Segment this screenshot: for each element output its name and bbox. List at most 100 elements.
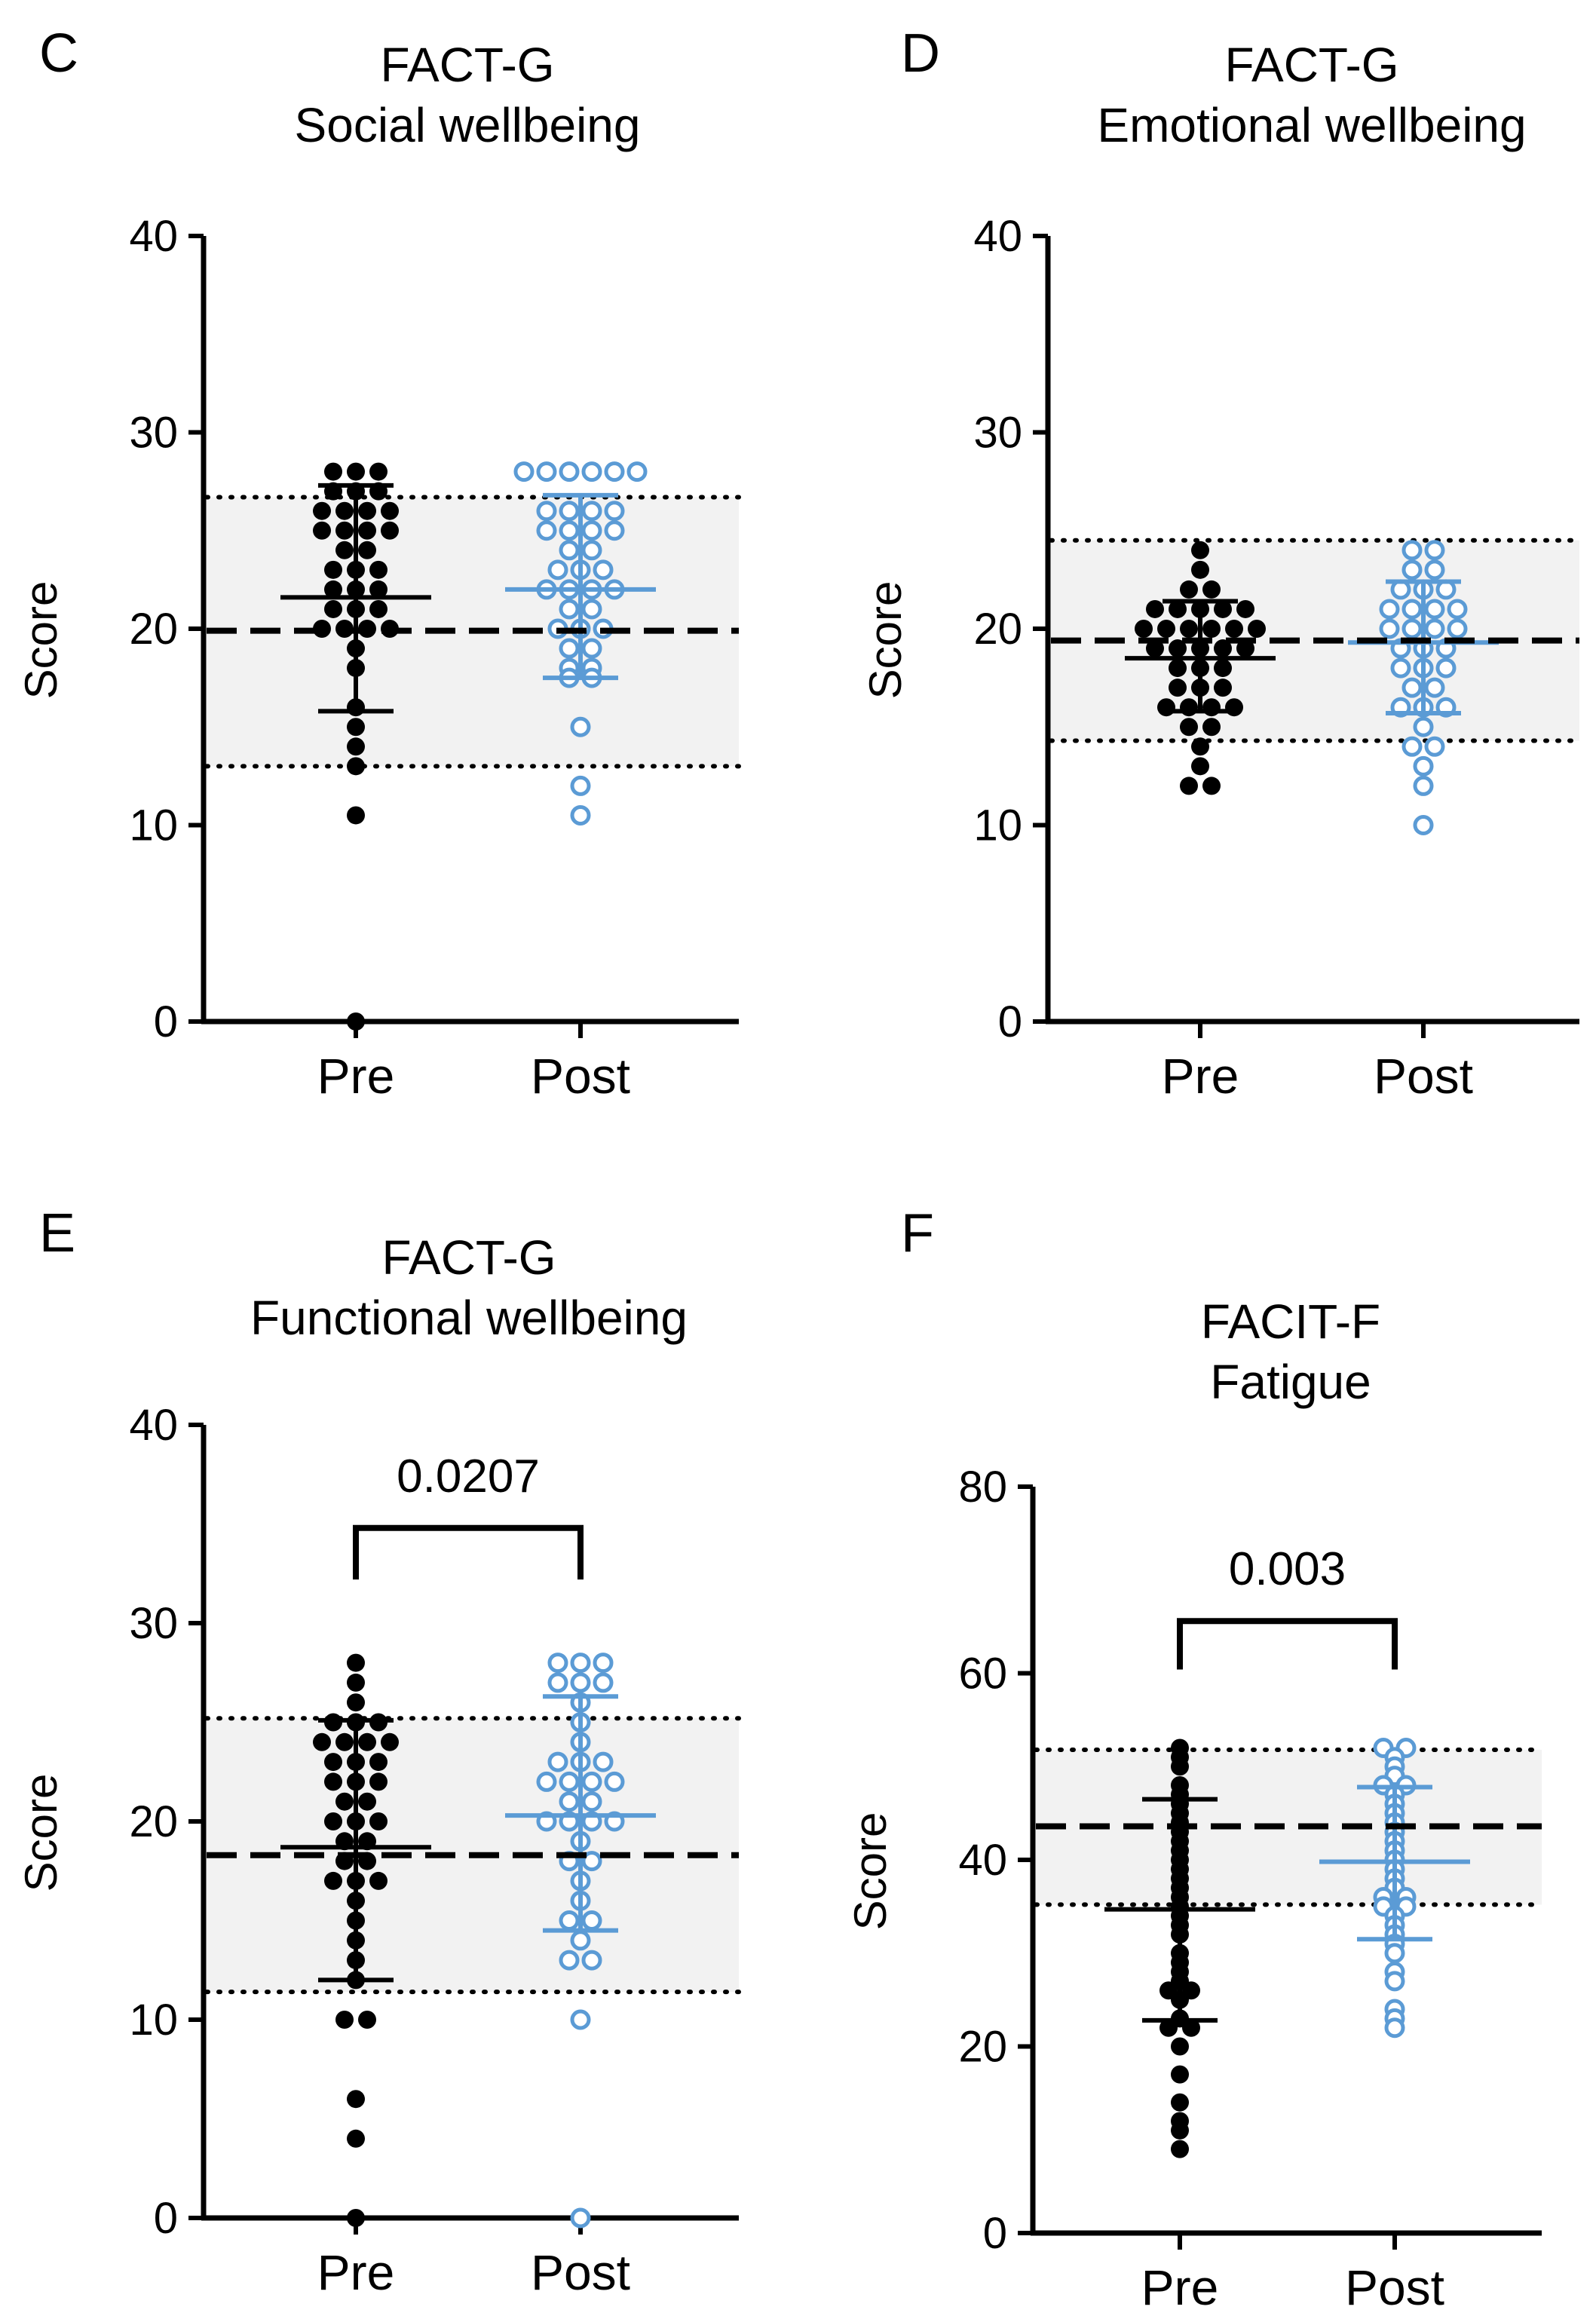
- y-tick-label: 0: [154, 2194, 178, 2243]
- pre-data-point: [1171, 2037, 1189, 2056]
- post-data-point: [581, 1771, 602, 1792]
- pre-data-point: [1202, 620, 1221, 638]
- pre-data-point: [1171, 2121, 1189, 2140]
- pre-data-point: [381, 1732, 399, 1751]
- pre-data-point: [1202, 718, 1221, 737]
- pre-data-point: [324, 1753, 342, 1772]
- x-category-label: Pre: [317, 1048, 395, 1104]
- pre-data-point: [1146, 639, 1164, 658]
- y-tick-label: 40: [958, 1836, 1007, 1885]
- y-tick-label: 0: [983, 2209, 1007, 2258]
- y-tick-label: 20: [958, 2023, 1007, 2072]
- post-data-point: [626, 461, 648, 482]
- y-tick-label: 20: [129, 605, 178, 654]
- post-data-point: [1424, 618, 1445, 639]
- post-data-point: [547, 1751, 568, 1772]
- y-tick-label: 40: [129, 212, 178, 261]
- post-data-point: [1424, 736, 1445, 757]
- pre-data-point: [335, 521, 354, 540]
- post-data-point: [559, 599, 580, 620]
- post-data-point: [1424, 559, 1445, 580]
- pre-data-point: [369, 580, 388, 599]
- pre-data-point: [347, 806, 365, 825]
- post-data-point: [1401, 736, 1423, 757]
- y-tick-label: 0: [154, 997, 178, 1046]
- pre-data-point: [1169, 599, 1187, 618]
- pre-data-point: [1236, 639, 1254, 658]
- y-tick-label: 10: [129, 801, 178, 850]
- pre-data-point: [1146, 599, 1164, 618]
- pre-data-point: [369, 599, 388, 618]
- post-data-point: [570, 775, 591, 796]
- pre-data-point: [1202, 777, 1221, 795]
- pre-data-point: [1180, 777, 1198, 795]
- y-tick-label: 20: [129, 1797, 178, 1846]
- post-data-point: [559, 1950, 580, 1971]
- post-data-point: [536, 461, 557, 482]
- post-data-point: [604, 501, 625, 522]
- post-data-point: [1384, 1943, 1405, 1964]
- pre-data-point: [381, 521, 399, 540]
- panel-letter: D: [901, 23, 940, 84]
- chart-title-line: Social wellbeing: [295, 98, 641, 152]
- y-axis-label: Score: [845, 1812, 896, 1931]
- post-data-point: [1401, 599, 1423, 620]
- post-data-point: [1390, 657, 1411, 679]
- pre-data-point: [335, 2011, 354, 2029]
- y-tick-label: 20: [973, 605, 1022, 654]
- post-data-point: [547, 1672, 568, 1693]
- pre-data-point: [1225, 698, 1243, 717]
- post-data-point: [559, 1910, 580, 1931]
- post-data-point: [581, 638, 602, 659]
- pre-data-point: [369, 1812, 388, 1830]
- pre-data-point: [1169, 679, 1187, 697]
- post-data-point: [559, 1791, 580, 1812]
- pre-data-point: [1169, 639, 1187, 658]
- pre-data-point: [335, 541, 354, 559]
- x-category-label: Pre: [1162, 1048, 1239, 1104]
- post-data-point: [604, 520, 625, 541]
- post-data-point: [604, 1771, 625, 1792]
- pre-data-point: [1157, 620, 1175, 638]
- post-data-point: [547, 1653, 568, 1674]
- pre-data-point: [1157, 698, 1175, 717]
- post-data-point: [1401, 559, 1423, 580]
- post-data-point: [1424, 677, 1445, 698]
- post-data-point: [559, 540, 580, 561]
- pre-data-point: [381, 501, 399, 520]
- panel-d: D FACT-G Emotional wellbeing 0 10 20 30 40 Score…: [860, 23, 1582, 1104]
- p-value-label: 0.0207: [397, 1450, 540, 1503]
- p-value-label: 0.003: [1229, 1543, 1346, 1595]
- post-data-point: [1447, 618, 1468, 639]
- y-tick-label: 60: [958, 1650, 1007, 1699]
- pre-data-point: [1214, 679, 1232, 697]
- pre-data-point: [1214, 599, 1232, 618]
- y-tick-label: 40: [129, 1401, 178, 1450]
- chart-title-line: Emotional wellbeing: [1097, 98, 1526, 152]
- pre-data-point: [347, 2209, 365, 2227]
- post-data-point: [1379, 618, 1400, 639]
- significance-bracket: [1177, 1618, 1398, 1670]
- post-data-point: [593, 1672, 614, 1693]
- pre-data-point: [335, 501, 354, 520]
- post-data-point: [513, 461, 535, 482]
- y-axis-label: Score: [16, 1774, 66, 1892]
- post-data-point: [559, 461, 580, 482]
- pre-data-point: [1169, 659, 1187, 678]
- pre-data-point: [1236, 599, 1254, 618]
- panel-letter: C: [39, 23, 78, 84]
- y-tick-label: 10: [129, 1996, 178, 2045]
- pre-data-point: [324, 462, 342, 481]
- post-data-point: [570, 716, 591, 737]
- pre-data-point: [358, 541, 376, 559]
- post-data-point: [581, 1851, 602, 1872]
- pre-data-point: [324, 599, 342, 618]
- post-data-point: [1384, 2017, 1405, 2039]
- post-data-point: [1435, 657, 1457, 679]
- pre-data-point: [1191, 737, 1209, 756]
- pre-data-point: [1171, 2140, 1189, 2158]
- post-data-point: [536, 520, 557, 541]
- post-data-point: [570, 1653, 591, 1674]
- post-data-point: [536, 501, 557, 522]
- pre-data-point: [1180, 698, 1198, 717]
